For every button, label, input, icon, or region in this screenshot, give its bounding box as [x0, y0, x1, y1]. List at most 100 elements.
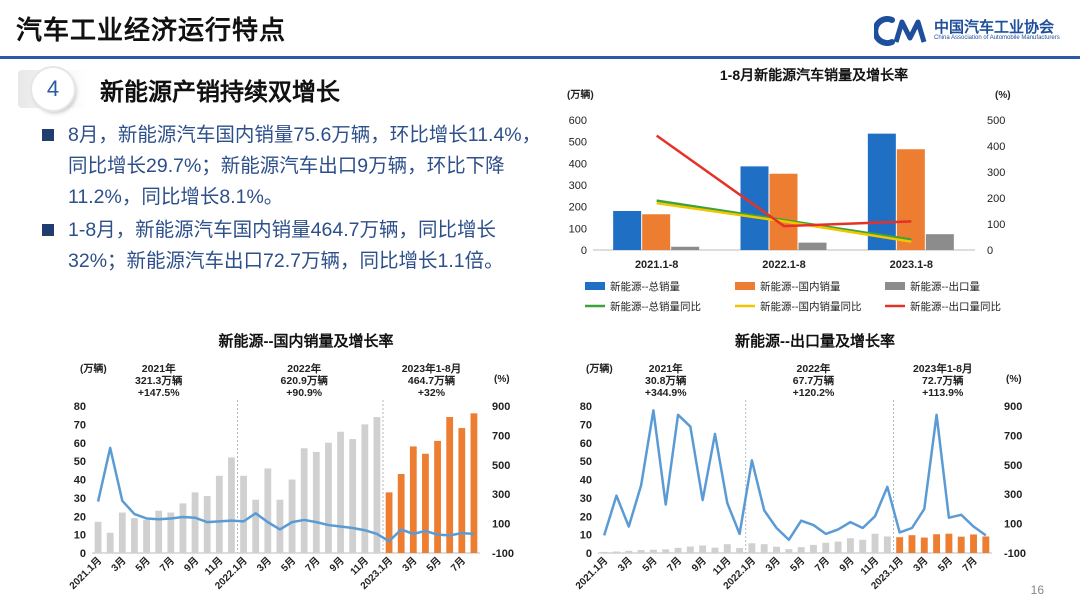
- legend-swatch: [885, 282, 905, 290]
- x-tick-label: 2023.1-8: [890, 259, 933, 271]
- section-title: 新能源产销持续双增长: [100, 79, 340, 106]
- y-axis-label-right: (%): [494, 374, 510, 385]
- bar-month: [106, 532, 114, 553]
- annotation-text: 2023年1-8月: [913, 362, 973, 375]
- x-tick-label: 11月: [710, 555, 733, 578]
- bar-total: [740, 166, 769, 250]
- bullet-text: 1-8月，新能源汽车国内销量464.7万辆，同比增长32%；新能源汽车出口72.…: [68, 219, 504, 272]
- y-tick-left: 80: [580, 401, 592, 413]
- chart-total-sales: 1-8月新能源汽车销量及增长率 (万辆) (%) 0 100 200 300 400 500 60…: [567, 67, 1011, 313]
- y-axis-label-left: (万辆): [80, 362, 107, 375]
- y-tick-left: 10: [580, 530, 592, 542]
- y-axis-label-right: (%): [995, 90, 1011, 101]
- bar-domestic: [642, 214, 671, 250]
- y-tick-right: -100: [1004, 548, 1026, 560]
- growth-line: [602, 409, 987, 542]
- bar-month: [385, 492, 393, 553]
- y-tick-left: 10: [74, 530, 86, 542]
- bar-month: [711, 547, 719, 553]
- x-tick-label: 9月: [182, 555, 201, 574]
- annotation-text: 2022年: [797, 362, 831, 375]
- y-tick-right: 100: [1004, 519, 1022, 531]
- bar-month: [625, 550, 633, 553]
- annotation-text: 2021年: [142, 362, 176, 375]
- bar-domestic: [769, 173, 798, 250]
- bar-month: [240, 475, 247, 553]
- y-tick-left: 40: [580, 475, 592, 487]
- bar-month: [674, 547, 682, 553]
- bar-month: [908, 535, 916, 553]
- y-tick-right: 500: [492, 460, 510, 472]
- header-bar: 汽车工业经济运行特点 中国汽车工业协会 China Association of…: [0, 0, 1080, 59]
- y-tick-left: 80: [74, 401, 86, 413]
- bullet-text: 8月，新能源汽车国内销量75.6万辆，环比增长11.4%，同比增长29.7%；新…: [68, 124, 542, 208]
- y-tick-left: 400: [569, 158, 587, 170]
- bar-month: [94, 521, 102, 553]
- y-tick-left: 50: [580, 456, 592, 468]
- x-tick-label: 5月: [279, 555, 298, 574]
- annotation-text: +32%: [418, 387, 446, 399]
- y-tick-right: 900: [1004, 401, 1022, 413]
- annotation-text: 464.7万辆: [408, 374, 456, 387]
- y-tick-right: 200: [987, 193, 1005, 205]
- y-axis-label-left: (万辆): [586, 362, 613, 375]
- bar-month: [883, 536, 891, 553]
- bar-month: [859, 539, 867, 553]
- growth-line-1: [656, 201, 912, 243]
- bar-month: [933, 534, 941, 553]
- title-divider: [0, 56, 1080, 59]
- bar-month: [361, 424, 369, 553]
- bar-month: [349, 439, 357, 553]
- y-tick-left: 40: [74, 475, 86, 487]
- bar-total: [613, 211, 642, 250]
- logo-name: 中国汽车工业协会: [934, 19, 1055, 36]
- legend-entry: 新能源--出口量同比: [910, 300, 1001, 313]
- bar-month: [288, 479, 296, 553]
- y-tick-left: 0: [586, 548, 592, 560]
- y-tick-left: 100: [569, 223, 587, 235]
- annotation-text: 67.7万辆: [793, 374, 835, 387]
- bar-export: [798, 242, 827, 250]
- bar-month: [773, 546, 780, 553]
- growth-line-0: [656, 199, 912, 241]
- legend-entry: 新能源--国内销量: [760, 280, 841, 293]
- x-tick-label: 5月: [788, 555, 807, 574]
- bar-month: [748, 543, 756, 553]
- y-tick-left: 60: [74, 438, 86, 450]
- bar-month: [945, 533, 953, 553]
- x-tick-label: 3月: [400, 555, 419, 574]
- bar-month: [397, 473, 405, 553]
- annotation-text: +147.5%: [138, 387, 180, 399]
- annotation-text: 72.7万辆: [922, 374, 964, 387]
- y-tick-right: 700: [492, 430, 510, 442]
- bar-month: [422, 453, 429, 553]
- y-tick-right: 300: [987, 167, 1005, 179]
- bar-month: [252, 499, 260, 553]
- legend-swatch: [735, 282, 755, 290]
- annotation-text: 2022年: [287, 362, 321, 375]
- bullet-list: 8月，新能源汽车国内销量75.6万辆，环比增长11.4%，同比增长29.7%；新…: [40, 120, 545, 279]
- x-tick-label: 11月: [858, 555, 881, 578]
- bar-month: [264, 468, 272, 553]
- bar-month: [215, 475, 223, 553]
- x-tick-label: 7月: [812, 555, 831, 574]
- annotation-text: +344.9%: [645, 387, 687, 399]
- x-tick-label: 2021.1月: [67, 555, 104, 592]
- bar-month: [470, 413, 478, 553]
- chart-title: 新能源--出口量及增长率: [735, 332, 895, 350]
- y-tick-right: 500: [1004, 460, 1022, 472]
- bar-month: [409, 446, 417, 553]
- annotation-text: 2023年1-8月: [402, 362, 462, 375]
- y-tick-left: 20: [74, 511, 86, 523]
- x-tick-label: 3月: [763, 555, 782, 574]
- chart-title: 1-8月新能源汽车销量及增长率: [720, 67, 908, 83]
- bullet-item: 1-8月，新能源汽车国内销量464.7万辆，同比增长32%；新能源汽车出口72.…: [40, 215, 545, 277]
- bar-month: [179, 503, 187, 553]
- legend-entry: 新能源--总销量同比: [610, 300, 701, 313]
- bar-month: [191, 492, 199, 553]
- legend-entry: 新能源--总销量: [610, 280, 680, 293]
- bullet-item: 8月，新能源汽车国内销量75.6万辆，环比增长11.4%，同比增长29.7%；新…: [40, 120, 545, 213]
- bar-month: [785, 549, 793, 553]
- chart-domestic-sales: 新能源--国内销量及增长率 (万辆) (%) 0 10 20 30 40 50 60 70 80 -10…: [67, 332, 514, 592]
- bar-month: [957, 536, 965, 553]
